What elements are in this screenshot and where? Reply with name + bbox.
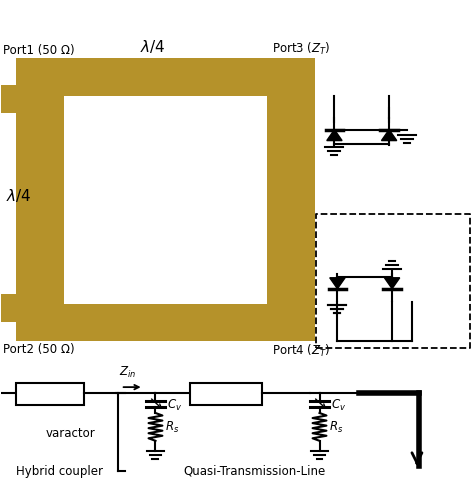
Text: $Z_T$: $Z_T$ [42, 387, 58, 402]
Text: $R_s$: $R_s$ [165, 420, 180, 434]
Text: $C_v$: $C_v$ [167, 396, 182, 412]
Text: $\lambda/4$: $\lambda/4$ [140, 38, 165, 55]
Text: Quasi-Transmission-Line: Quasi-Transmission-Line [184, 464, 326, 477]
Polygon shape [330, 278, 345, 289]
Bar [16, 59, 64, 342]
Text: Port3 ($Z_T$): Port3 ($Z_T$) [272, 41, 330, 57]
Bar [1, 86, 64, 113]
Bar [16, 304, 315, 342]
Text: $Z_0, \theta$: $Z_0, \theta$ [211, 387, 240, 402]
Bar [1, 294, 64, 322]
Bar [267, 59, 315, 342]
Bar [16, 384, 84, 405]
Text: $C_v$: $C_v$ [331, 396, 346, 412]
Bar [190, 384, 262, 405]
Bar [16, 59, 315, 96]
Text: Hybrid coupler: Hybrid coupler [16, 464, 102, 477]
Bar [316, 215, 470, 348]
Polygon shape [327, 131, 342, 141]
Text: $\lambda/4$: $\lambda/4$ [6, 186, 32, 204]
Polygon shape [382, 131, 397, 141]
Polygon shape [384, 278, 400, 289]
Text: Port2 (50 Ω): Port2 (50 Ω) [3, 343, 75, 356]
Text: $R_s$: $R_s$ [329, 420, 344, 434]
Text: Port4 ($Z_T$): Port4 ($Z_T$) [272, 343, 330, 359]
Bar [64, 96, 267, 304]
Text: $Z_{in}$: $Z_{in}$ [118, 364, 136, 379]
Text: Port1 (50 Ω): Port1 (50 Ω) [3, 44, 75, 57]
Text: varactor: varactor [46, 426, 96, 440]
